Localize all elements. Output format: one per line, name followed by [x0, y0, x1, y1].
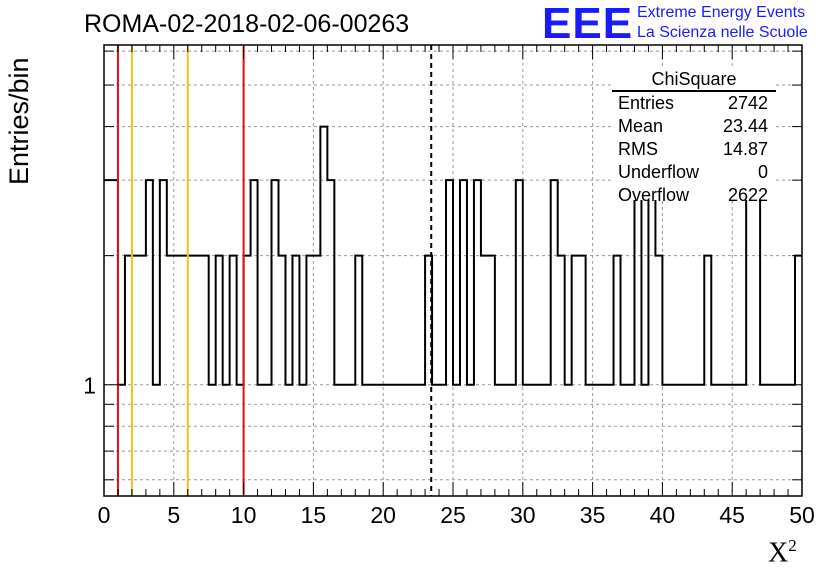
logo-line-2: La Scienza nelle Scuole — [637, 24, 808, 41]
x-tick-label: 5 — [167, 502, 180, 528]
x-tick-label: 30 — [510, 502, 536, 528]
x-tick-label: 0 — [98, 502, 111, 528]
stats-label: Overflow — [618, 185, 690, 205]
stats-row-entries: Entries 2742 — [612, 92, 776, 115]
stats-label: Underflow — [618, 162, 700, 182]
x-tick-label: 10 — [231, 502, 257, 528]
stats-value: 14.87 — [722, 139, 768, 159]
y-axis-label: Entries/bin — [4, 57, 34, 185]
x-tick-label: 50 — [789, 502, 815, 528]
chart-title: ROMA-02-2018-02-06-00263 — [84, 10, 410, 38]
stats-label: RMS — [618, 139, 658, 159]
x-tick-label: 35 — [580, 502, 606, 528]
stats-box-title: ChiSquare — [612, 68, 776, 92]
stats-value: 23.44 — [722, 116, 768, 136]
stats-row-overflow: Overflow 2622 — [612, 184, 776, 207]
eee-logo: EEE — [542, 0, 634, 48]
stats-rows: Entries 2742 Mean 23.44 RMS 14.87 Underflow 0 Ov… — [612, 92, 776, 207]
stats-value: 0 — [757, 162, 768, 182]
histogram-series — [104, 125, 802, 386]
stats-label: Mean — [618, 116, 664, 136]
x-tick-label: 20 — [370, 502, 396, 528]
stats-row-rms: RMS 14.87 — [612, 138, 776, 161]
stats-value: 2742 — [727, 93, 768, 113]
y-tick-label: 1 — [83, 373, 96, 399]
stats-row-underflow: Underflow 0 — [612, 161, 776, 184]
stats-row-mean: Mean 23.44 — [612, 115, 776, 138]
x-axis-label: X2 — [768, 536, 797, 569]
x-tick-label: 45 — [719, 502, 745, 528]
logo-line-1: Extreme Energy Events — [637, 4, 806, 21]
x-tick-label: 25 — [440, 502, 466, 528]
stats-label: Entries — [618, 93, 675, 113]
stats-value: 2622 — [727, 185, 768, 205]
x-axis-label-text: X — [768, 537, 789, 569]
x-tick-label: 40 — [650, 502, 676, 528]
stats-box: ChiSquare Entries 2742 Mean 23.44 RMS 14.87 Un… — [612, 68, 776, 205]
x-axis-label-sup: 2 — [788, 536, 797, 555]
x-tick-label: 15 — [301, 502, 327, 528]
